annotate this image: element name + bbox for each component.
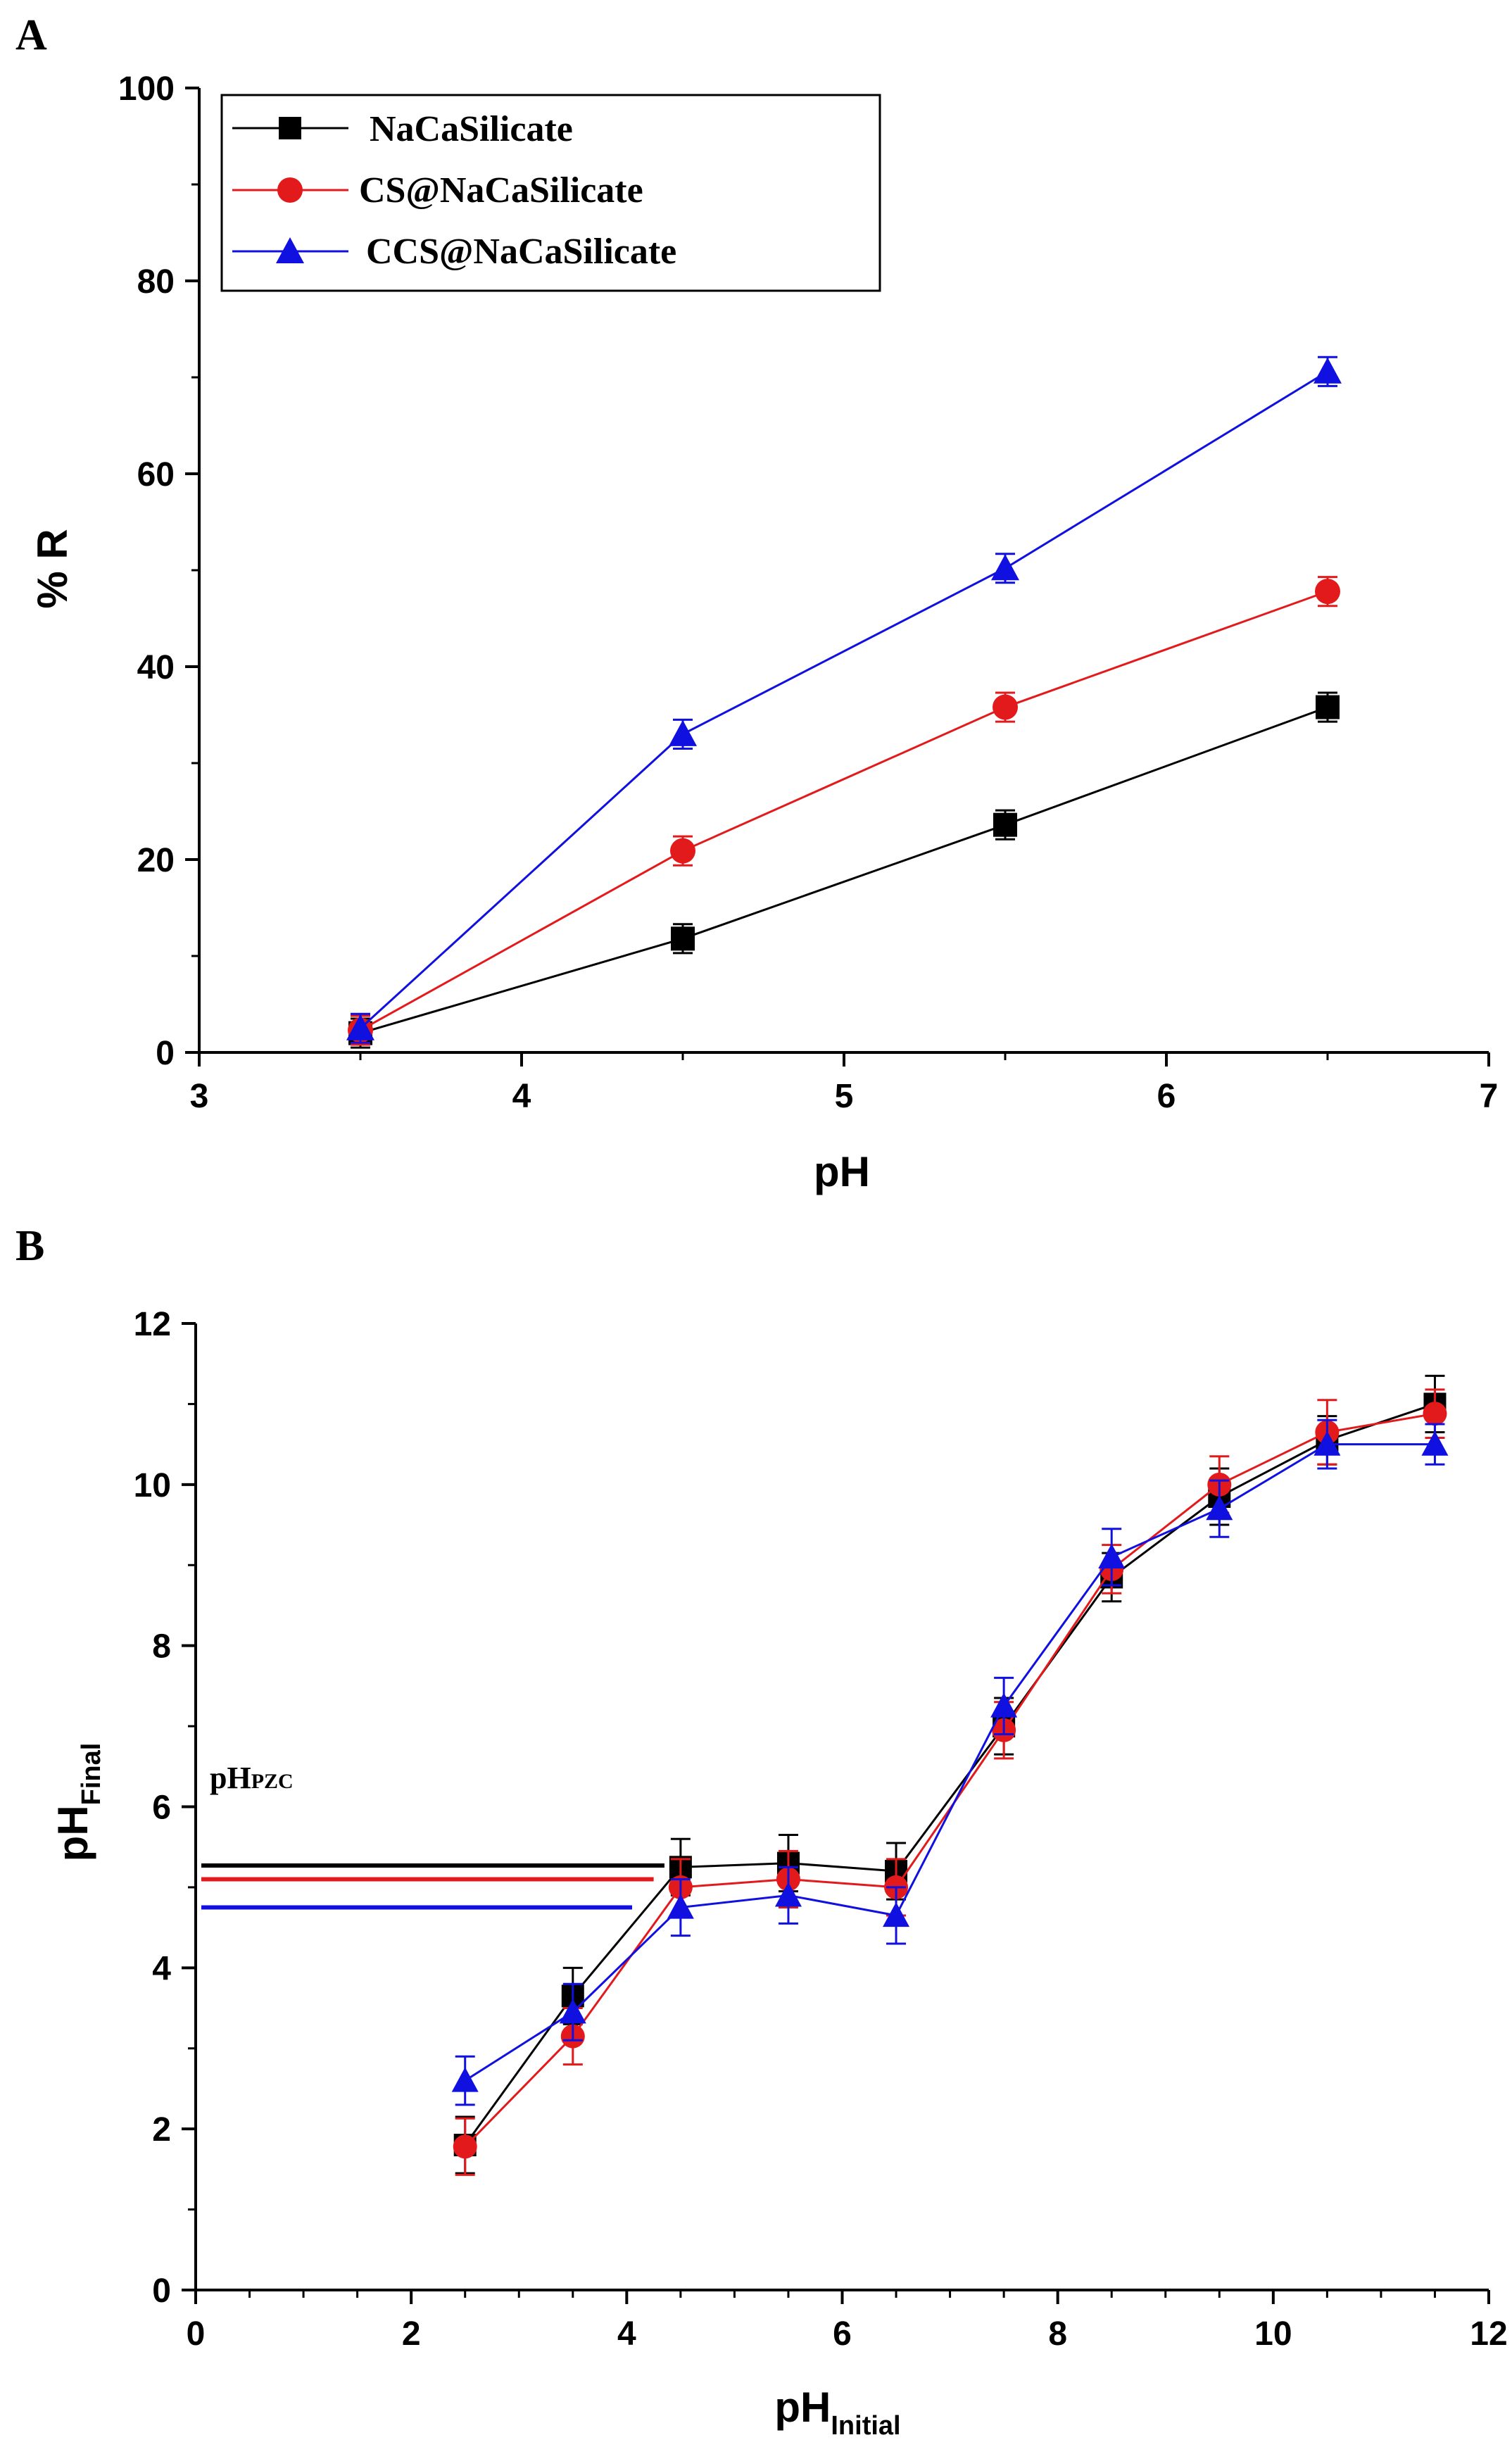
chart-b-y-axis-title: pHFinal — [49, 1743, 106, 1862]
data-point-square — [1316, 695, 1340, 719]
data-point-triangle — [1206, 1495, 1233, 1521]
data-point-triangle — [667, 1894, 694, 1919]
data-point-circle — [670, 838, 695, 864]
panel-letter-b: B — [15, 1222, 44, 1270]
data-point-triangle — [991, 554, 1019, 581]
legend-label-ccs-nacasilicate: CCS@NaCaSilicate — [366, 232, 676, 272]
data-point-triangle — [1421, 1430, 1449, 1456]
x-tick-label: 10 — [1254, 2315, 1292, 2353]
legend-marker-square — [279, 117, 301, 139]
data-point-circle — [453, 2134, 477, 2159]
x-tick-label: 2 — [402, 2315, 421, 2353]
x-tick-label: 4 — [512, 1078, 531, 1115]
data-point-circle — [993, 694, 1018, 720]
y-tick-label: 2 — [152, 2111, 171, 2149]
y-tick-label: 80 — [137, 263, 175, 301]
x-tick-label: 7 — [1480, 1078, 1499, 1115]
data-point-triangle — [669, 719, 697, 746]
data-point-triangle — [1098, 1543, 1126, 1568]
chart-a-x-axis-title: pH — [814, 1148, 870, 1195]
y-tick-label: 6 — [152, 1789, 171, 1827]
y-tick-label: 20 — [137, 842, 175, 879]
data-point-triangle — [990, 1692, 1018, 1718]
series-ccs-nacasilicate — [451, 1418, 1449, 2106]
data-point-square — [993, 812, 1017, 837]
chart-b-x-axis-title-main: pH — [774, 2384, 831, 2431]
x-tick-label: 3 — [190, 1078, 209, 1115]
series-line-ccs-nacasilicate — [359, 370, 1328, 1029]
data-point-square — [671, 926, 695, 951]
data-point-triangle — [1313, 1430, 1341, 1456]
pzc-annotation-main: pH — [210, 1761, 251, 1795]
x-tick-label: 8 — [1048, 2315, 1067, 2353]
chart-b-pzc-lines — [201, 1863, 664, 1910]
x-tick-label: 12 — [1470, 2315, 1507, 2353]
data-point-triangle — [883, 1901, 910, 1927]
panel-letter-a: A — [15, 11, 47, 59]
x-tick-label: 4 — [617, 2315, 636, 2353]
chart-a-series-group — [346, 356, 1342, 1049]
chart-b-y-axis-title-main: pH — [49, 1805, 96, 1861]
data-point-triangle — [774, 1882, 802, 1907]
legend-marker-circle — [277, 177, 303, 203]
y-tick-label: 0 — [152, 2272, 171, 2310]
pzc-annotation: pHPZC — [210, 1761, 294, 1795]
legend-label-nacasilicate: NaCaSilicate — [370, 109, 573, 149]
legend-marker-triangle — [276, 237, 304, 263]
data-point-circle — [1315, 579, 1340, 605]
chart-a-axes — [185, 87, 1490, 1067]
chart-a-y-axis-title: % R — [29, 529, 76, 608]
series-line-ccs-nacasilicate — [464, 1443, 1435, 2082]
y-tick-label: 8 — [152, 1628, 171, 1666]
data-point-triangle — [1313, 357, 1342, 384]
chart-b-axes — [182, 1322, 1490, 2304]
chart-b-x-axis-title-sub: Initial — [831, 2411, 900, 2441]
series-nacasilicate — [453, 1374, 1447, 2175]
y-tick-label: 100 — [118, 70, 175, 108]
y-tick-label: 4 — [152, 1950, 171, 1987]
data-point-triangle — [559, 1999, 586, 2024]
chart-a-tick-labels: 3 4 5 6 7 0 20 40 60 80 100 — [118, 70, 1498, 1115]
x-tick-label: 0 — [187, 2315, 206, 2353]
y-tick-label: 10 — [134, 1467, 171, 1504]
x-tick-label: 5 — [835, 1078, 854, 1115]
data-point-circle — [1423, 1402, 1447, 1426]
chart-b-series-group — [451, 1374, 1449, 2176]
series-line-nacasilicate — [464, 1402, 1435, 2146]
legend-label-cs-nacasilicate: CS@NaCaSilicate — [359, 170, 643, 210]
series-cs-nacasilicate — [348, 576, 1340, 1046]
series-line-cs-nacasilicate — [464, 1412, 1435, 2148]
x-tick-label: 6 — [1157, 1078, 1176, 1115]
y-tick-label: 40 — [137, 649, 175, 686]
series-line-nacasilicate — [360, 706, 1328, 1035]
pzc-annotation-sub: PZC — [251, 1770, 294, 1793]
chart-a-legend: NaCaSilicate CS@NaCaSilicate CCS@NaCaSil… — [220, 94, 881, 292]
y-tick-label: 60 — [137, 456, 175, 493]
data-point-triangle — [451, 2067, 479, 2092]
x-tick-label: 6 — [833, 2315, 852, 2353]
y-tick-label: 12 — [134, 1306, 171, 1343]
chart-panel-a: 3 4 5 6 7 0 20 40 60 80 100 pH % R NaCaSilicate CS… — [29, 70, 1498, 1195]
chart-b-y-axis-title-sub: Final — [77, 1743, 106, 1806]
series-nacasilicate — [348, 691, 1340, 1049]
data-point-triangle — [346, 1014, 374, 1040]
y-tick-label: 0 — [156, 1035, 175, 1072]
series-cs-nacasilicate — [453, 1388, 1447, 2176]
series-line-cs-nacasilicate — [360, 590, 1328, 1031]
chart-b-x-axis-title: pHInitial — [774, 2384, 900, 2441]
chart-b-tick-labels: 0 2 4 6 8 10 12 0 2 4 6 8 10 12 — [134, 1306, 1508, 2353]
series-ccs-nacasilicate — [346, 356, 1342, 1044]
